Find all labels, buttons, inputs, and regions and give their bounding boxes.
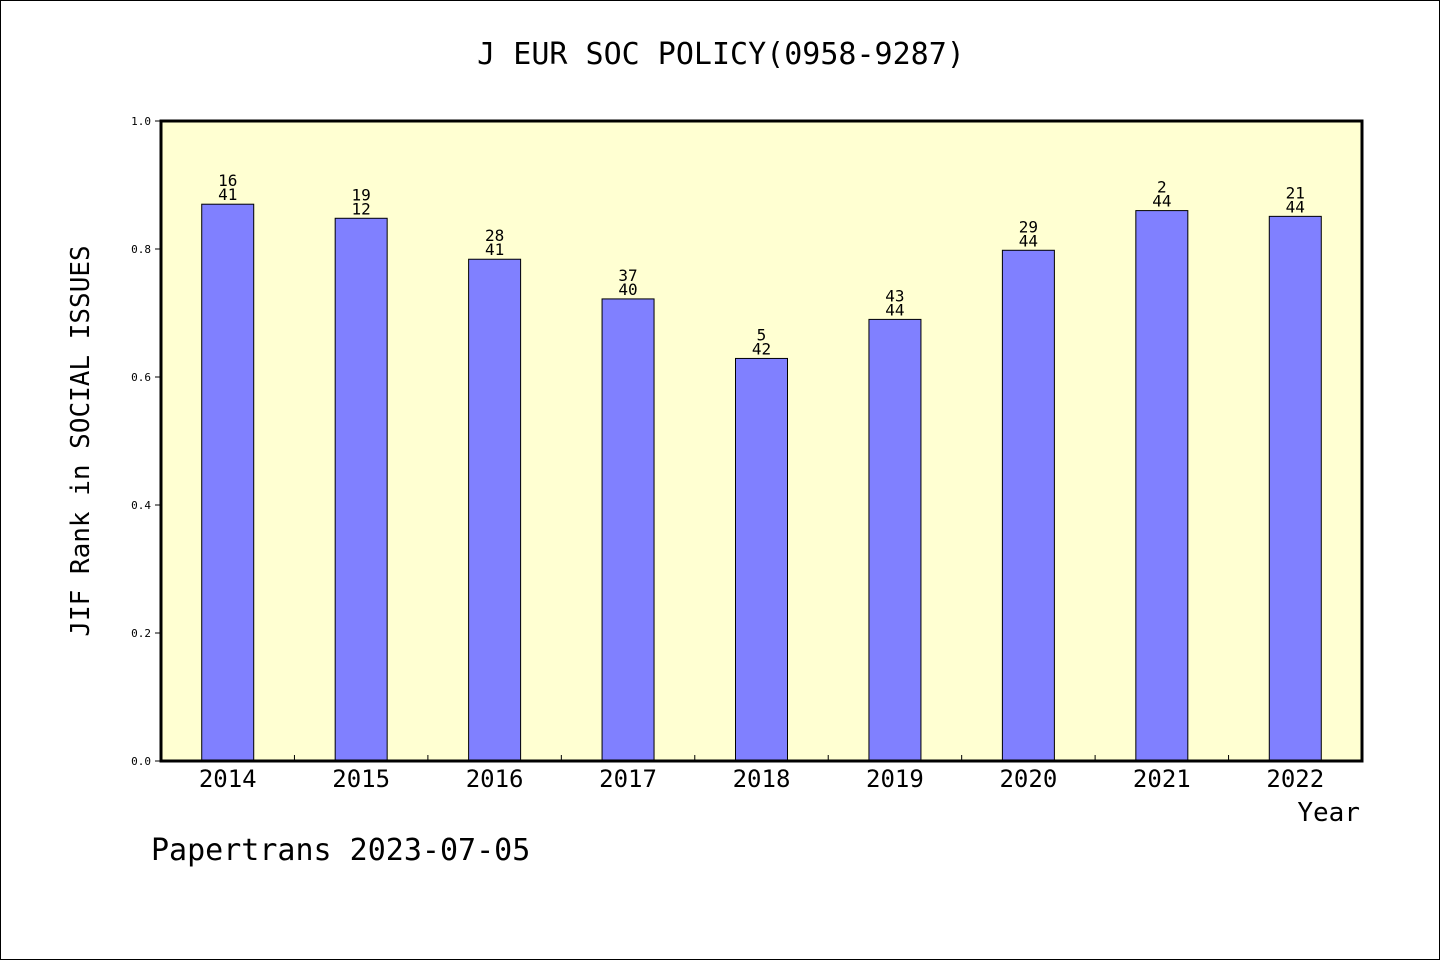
y-tick-label: 1.0 <box>131 115 151 128</box>
data-label: 44 <box>1286 197 1305 216</box>
x-tick-label: 2018 <box>733 765 791 793</box>
data-label: 19 <box>352 185 371 204</box>
footer-credit: Papertrans 2023-07-05 <box>151 833 531 868</box>
data-label: 44 <box>885 300 904 319</box>
data-label: 2 <box>1157 178 1167 197</box>
y-tick-label: 0.0 <box>131 755 151 768</box>
data-label: 43 <box>885 286 904 305</box>
data-label: 41 <box>218 185 237 204</box>
data-label: 44 <box>1152 192 1171 211</box>
chart-title: J EUR SOC POLICY(0958-9287) <box>477 37 965 72</box>
data-label: 44 <box>1019 231 1038 250</box>
data-label: 40 <box>618 280 637 299</box>
data-label: 29 <box>1019 217 1038 236</box>
x-tick-label: 2014 <box>199 765 257 793</box>
x-tick-label: 2016 <box>466 765 524 793</box>
data-label: 42 <box>752 339 771 358</box>
data-label: 12 <box>352 199 371 218</box>
plot-border <box>159 119 1364 763</box>
x-tick-label: 2017 <box>599 765 657 793</box>
x-tick-label: 2022 <box>1266 765 1324 793</box>
y-axis-label: JIF Rank in SOCIAL ISSUES <box>66 245 96 636</box>
data-label: 21 <box>1286 183 1305 202</box>
x-tick-label: 2020 <box>999 765 1057 793</box>
bar <box>601 298 655 762</box>
bar <box>735 357 788 762</box>
bar <box>334 217 388 762</box>
bar <box>1135 210 1189 762</box>
bar <box>468 258 522 762</box>
data-label: 37 <box>618 266 637 285</box>
bar <box>868 318 922 762</box>
bar <box>1268 215 1322 762</box>
data-label: 28 <box>485 226 504 245</box>
data-label: 41 <box>485 240 504 259</box>
data-label: 16 <box>218 171 237 190</box>
y-tick-label: 0.8 <box>131 243 151 256</box>
data-label: 5 <box>757 325 767 344</box>
y-tick-label: 0.4 <box>131 499 151 512</box>
x-tick-label: 2019 <box>866 765 924 793</box>
bar <box>201 203 255 762</box>
x-tick-label: 2021 <box>1133 765 1191 793</box>
y-tick-label: 0.2 <box>131 627 151 640</box>
x-tick-label: 2015 <box>332 765 390 793</box>
x-axis-label: Year <box>1297 798 1360 828</box>
bar <box>1001 249 1055 762</box>
y-tick-label: 0.6 <box>131 371 151 384</box>
